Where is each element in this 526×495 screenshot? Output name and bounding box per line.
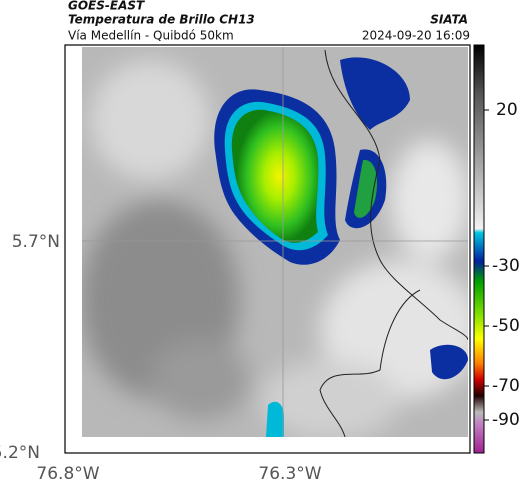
subtitle: Vía Medellín - Quibdó 50km xyxy=(68,29,234,43)
lon-label: 76.8°W xyxy=(36,464,99,484)
lat-label: 5.2°N xyxy=(0,443,40,463)
map-frame xyxy=(64,44,471,454)
colorbar-label: -70 xyxy=(492,376,520,396)
source: SIATA xyxy=(430,13,468,27)
lon-label: 76.3°W xyxy=(258,464,321,484)
colorbar xyxy=(473,44,485,454)
colorbar-label: 20 xyxy=(496,100,518,120)
colorbar-label: -90 xyxy=(492,410,520,430)
colorbar-label: -50 xyxy=(492,316,520,336)
colorbar-label: -30 xyxy=(492,256,520,276)
timestamp: 2024-09-20 16:09 xyxy=(362,29,470,43)
lat-label: 5.7°N xyxy=(12,232,60,252)
colorbar-ticks xyxy=(484,109,489,421)
title: Temperatura de Brillo CH13 xyxy=(68,13,255,27)
satellite: GOES-EAST xyxy=(68,0,145,13)
satellite-image xyxy=(82,47,468,437)
